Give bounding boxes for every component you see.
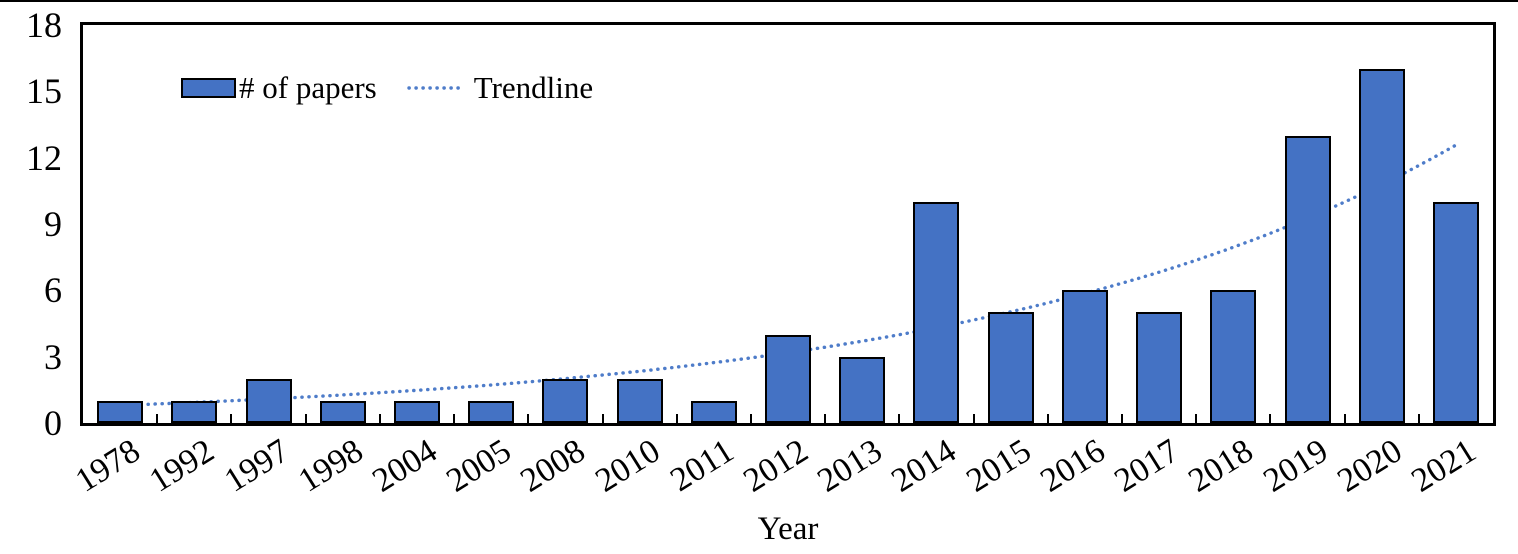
legend-papers-label: # of papers bbox=[239, 70, 377, 105]
bar-2016 bbox=[1061, 290, 1108, 423]
x-axis-tick-label: 2010 bbox=[588, 432, 667, 500]
legend-trendline-label: Trendline bbox=[473, 70, 594, 105]
legend-bar-swatch-icon bbox=[181, 78, 236, 98]
x-axis-tick-label: 1997 bbox=[217, 432, 296, 500]
x-axis-tick-label: 1978 bbox=[69, 432, 147, 500]
x-axis-tick bbox=[1269, 414, 1272, 423]
plot-area bbox=[80, 22, 1496, 426]
bar-1992 bbox=[171, 400, 218, 423]
y-axis-tick-label: 15 bbox=[26, 71, 62, 112]
bar-1998 bbox=[319, 400, 366, 423]
bar-2004 bbox=[393, 400, 440, 423]
bar-1997 bbox=[245, 378, 292, 423]
x-axis-tick bbox=[230, 414, 233, 423]
x-axis-tick bbox=[156, 414, 159, 423]
x-axis-tick-label: 2005 bbox=[440, 432, 518, 500]
bar-2015 bbox=[987, 312, 1034, 423]
bar-2011 bbox=[690, 400, 737, 423]
x-axis-tick-label: 2004 bbox=[366, 432, 444, 500]
x-axis-tick-label: 2013 bbox=[811, 432, 889, 500]
x-axis-tick bbox=[972, 414, 975, 423]
legend: # of papers Trendline bbox=[181, 70, 593, 106]
x-axis-tick bbox=[453, 414, 456, 423]
trendline bbox=[118, 143, 1458, 407]
y-axis-tick-label: 9 bbox=[44, 204, 62, 244]
x-axis-tick-label: 2019 bbox=[1256, 432, 1335, 500]
x-axis-tick bbox=[675, 414, 678, 423]
bar-2020 bbox=[1358, 69, 1405, 423]
trendline-svg bbox=[118, 143, 1458, 407]
bar-2012 bbox=[765, 334, 811, 423]
x-axis-title: Year bbox=[757, 511, 819, 547]
x-axis-tick bbox=[824, 414, 827, 423]
x-axis-tick-label: 1992 bbox=[143, 432, 221, 500]
x-axis-tick bbox=[1046, 414, 1049, 423]
x-axis-tick-label: 2011 bbox=[664, 432, 741, 500]
x-axis-tick-label: 2014 bbox=[885, 432, 963, 500]
y-axis-tick-label: 18 bbox=[26, 5, 62, 45]
x-axis-tick bbox=[527, 414, 530, 423]
x-axis-tick-label: 2018 bbox=[1182, 432, 1260, 500]
bar-1978 bbox=[97, 400, 144, 423]
bar-2008 bbox=[542, 378, 589, 423]
x-axis-tick-label: 1998 bbox=[291, 432, 370, 500]
x-axis-tick-label: 2017 bbox=[1108, 432, 1186, 500]
x-axis-tick bbox=[601, 414, 604, 423]
x-axis-tick-label: 2015 bbox=[959, 432, 1038, 500]
bar-2019 bbox=[1284, 135, 1331, 423]
x-axis-tick-label: 2021 bbox=[1405, 432, 1483, 500]
top-rule-divider bbox=[0, 0, 1518, 2]
x-axis-tick bbox=[1343, 414, 1346, 423]
x-axis-tick bbox=[898, 414, 901, 423]
x-axis-tick-label: 2020 bbox=[1330, 432, 1409, 500]
x-axis-tick-label: 2012 bbox=[737, 432, 815, 500]
legend-dotted-line-icon bbox=[407, 86, 465, 90]
y-axis-tick-label: 12 bbox=[26, 137, 62, 178]
bar-2005 bbox=[468, 400, 515, 423]
x-axis-tick bbox=[304, 414, 307, 423]
x-axis-tick bbox=[1417, 414, 1420, 423]
bar-2013 bbox=[839, 356, 886, 423]
y-axis-tick-label: 0 bbox=[44, 403, 62, 443]
y-axis-tick-label: 6 bbox=[44, 270, 62, 311]
bar-2017 bbox=[1136, 312, 1183, 423]
x-axis-tick bbox=[1195, 414, 1198, 423]
x-axis-tick bbox=[378, 414, 381, 423]
x-axis-tick bbox=[1120, 414, 1123, 423]
x-axis-tick bbox=[749, 414, 752, 423]
bar-2021 bbox=[1432, 201, 1479, 423]
x-axis-tick-label: 2008 bbox=[514, 432, 592, 500]
bar-2014 bbox=[913, 201, 960, 423]
bar-2018 bbox=[1210, 290, 1257, 423]
y-axis-tick-label: 3 bbox=[44, 336, 62, 377]
bar-2010 bbox=[616, 378, 663, 423]
x-axis-tick-label: 2016 bbox=[1034, 432, 1112, 500]
